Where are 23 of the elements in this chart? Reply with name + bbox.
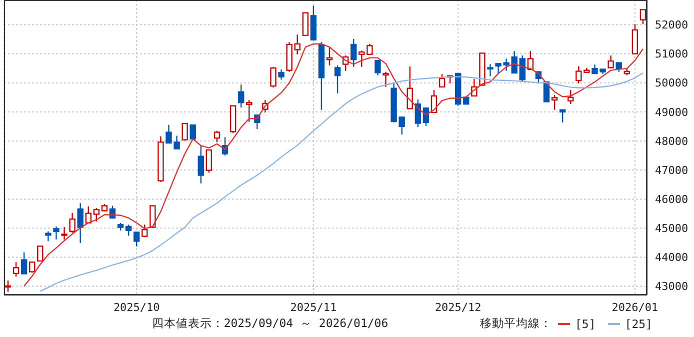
y-tick-label: 46000	[655, 192, 688, 206]
candlestick	[77, 202, 84, 244]
y-tick-label: 52000	[655, 18, 688, 32]
y-tick-label: 50000	[655, 76, 688, 90]
y-tick-label: 48000	[655, 134, 688, 148]
candlestick	[45, 230, 52, 242]
x-tick-label: 2025/11	[290, 300, 337, 314]
candlestick	[487, 64, 494, 77]
text: 四本値表示：2025/09/04 ～ 2026/01/06	[152, 316, 388, 330]
legend-label: [25]	[624, 316, 652, 330]
y-tick-label: 45000	[655, 222, 688, 236]
legend-label: [5]	[575, 316, 596, 330]
legend-title: 移動平均線：	[480, 316, 552, 331]
y-tick-label: 51000	[655, 48, 688, 61]
y-tick-label: 44000	[655, 251, 688, 264]
y-tick-label: 49000	[655, 106, 688, 119]
x-tick-label: 2025/10	[113, 300, 160, 314]
x-tick-label: 2025/12	[434, 300, 482, 314]
y-tick-label: 43000	[655, 280, 688, 294]
x-tick-label: 2026/01	[612, 300, 658, 314]
line-series	[23, 43, 644, 287]
y-tick-label: 47000	[655, 164, 688, 177]
candlestick	[61, 226, 68, 240]
